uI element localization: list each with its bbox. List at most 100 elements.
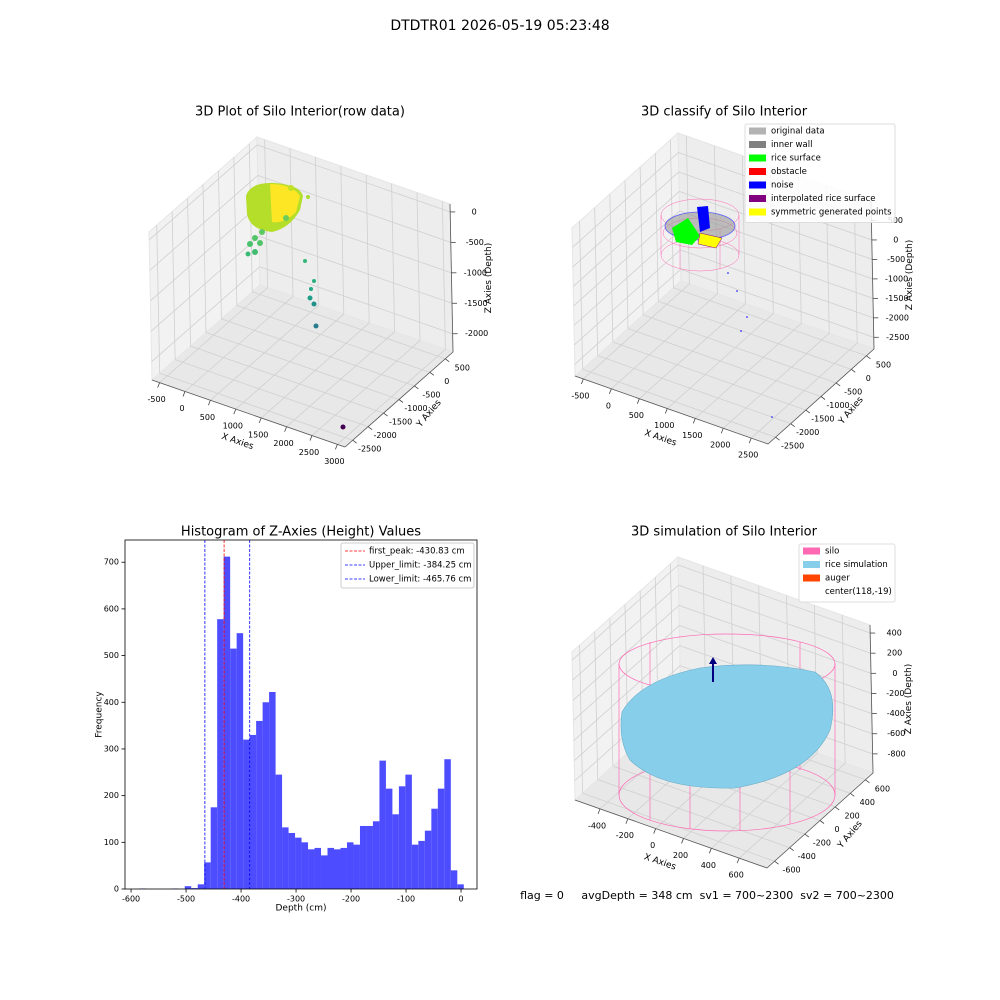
y-tick-label: 600	[104, 604, 119, 613]
y-tick-label: 500	[455, 363, 470, 372]
tick-mark	[284, 426, 287, 432]
point	[247, 241, 253, 247]
axis-line	[766, 772, 874, 869]
axes-title: 3D simulation of Silo Interior	[631, 525, 818, 540]
point	[740, 330, 742, 332]
tick-mark	[233, 408, 237, 415]
y-tick-label: 200	[845, 811, 860, 820]
bar	[249, 734, 257, 889]
grid-line	[574, 269, 682, 365]
bar	[256, 720, 263, 889]
point	[259, 229, 265, 235]
legend-swatch	[749, 195, 766, 202]
bar	[191, 888, 198, 889]
grid-line	[259, 266, 453, 335]
y-tick-label: 500	[104, 651, 119, 660]
axes-title: Histogram of Z-Axies (Height) Values	[181, 525, 421, 540]
tick-mark	[636, 398, 640, 404]
z-tick-label: -500	[466, 238, 484, 247]
y-tick-label: 400	[860, 798, 875, 807]
figure-title: DTDTR01 2026-05-19 05:23:48	[390, 18, 609, 34]
tick-mark	[414, 385, 419, 390]
y-tick-label: 700	[104, 558, 119, 567]
x-tick-label: -200	[342, 895, 360, 904]
x-tick-label: 0	[650, 841, 655, 850]
x-tick-label: 1000	[654, 421, 674, 430]
x-tick-label: 2000	[273, 439, 293, 448]
tick-mark	[383, 412, 388, 417]
legend-swatch	[803, 561, 820, 568]
bar	[334, 849, 341, 889]
legend-swatch	[749, 141, 766, 148]
grid-line	[258, 235, 453, 304]
bar	[204, 862, 211, 889]
grid-line	[597, 355, 791, 425]
y-tick-label: -2000	[796, 428, 819, 437]
tick-mark	[309, 435, 313, 441]
bar	[262, 702, 270, 889]
grid-line	[654, 153, 659, 302]
tick-mark	[182, 391, 186, 397]
grid-line	[612, 341, 806, 411]
grid-line	[597, 779, 790, 849]
y-tick-label: -2500	[781, 442, 804, 451]
tick-mark	[681, 838, 684, 844]
y-tick-label: 300	[104, 744, 119, 753]
tick-mark	[720, 428, 724, 434]
y-tick-label: 200	[104, 791, 119, 800]
point	[245, 251, 251, 257]
grid-line	[572, 171, 680, 268]
bar	[230, 648, 237, 889]
grid-line	[190, 345, 384, 414]
axis-line	[449, 203, 454, 353]
point	[313, 323, 319, 329]
grid-line	[639, 166, 644, 315]
point	[309, 287, 313, 291]
axis-line	[767, 348, 875, 445]
tick-mark	[258, 417, 262, 424]
legend-label: Upper_limit: -384.25 cm	[369, 561, 472, 571]
tick-mark	[581, 378, 584, 385]
z-tick-label: -2500	[886, 333, 909, 342]
bar	[346, 842, 354, 889]
bar	[444, 759, 451, 889]
tick-mark	[805, 409, 811, 414]
tick-mark	[834, 806, 840, 811]
bar	[431, 808, 438, 889]
grid-line	[340, 166, 345, 315]
z-tick-label: -1000	[464, 268, 487, 277]
point	[283, 215, 289, 221]
legend-label: auger	[825, 574, 850, 584]
grid-line	[658, 300, 852, 370]
legend-label: obstacle	[771, 167, 807, 177]
bar	[385, 788, 393, 889]
x-tick-label: 2500	[738, 451, 758, 460]
tick-mark	[835, 382, 841, 387]
legend-swatch	[749, 168, 766, 175]
grid-line	[159, 372, 353, 441]
y-tick-label: -200	[813, 839, 831, 848]
tick-mark	[819, 820, 825, 824]
axis-line	[574, 375, 769, 445]
legend-swatch	[749, 154, 766, 162]
x-tick-label: 0	[459, 895, 464, 904]
axes-title: 3D classify of Silo Interior	[641, 105, 808, 120]
bar	[411, 844, 419, 889]
tick-mark	[790, 423, 795, 427]
y-tick-label: -1500	[389, 418, 412, 427]
x-tick-label: 500	[200, 413, 215, 422]
y-tick-label: -1500	[811, 415, 834, 424]
z-tick-label: 0	[893, 235, 898, 244]
tick-mark	[157, 382, 160, 388]
tick-mark	[774, 860, 779, 865]
tick-mark	[708, 848, 712, 854]
bar	[301, 842, 309, 889]
rice-surface	[672, 218, 700, 245]
z-tick-label: -200	[886, 689, 904, 698]
grid-line	[171, 211, 176, 360]
point	[312, 279, 316, 283]
y-tick-label: 0	[866, 374, 871, 383]
grid-line	[441, 201, 446, 350]
grid-line	[150, 235, 260, 332]
x-tick-label: -500	[177, 895, 195, 904]
